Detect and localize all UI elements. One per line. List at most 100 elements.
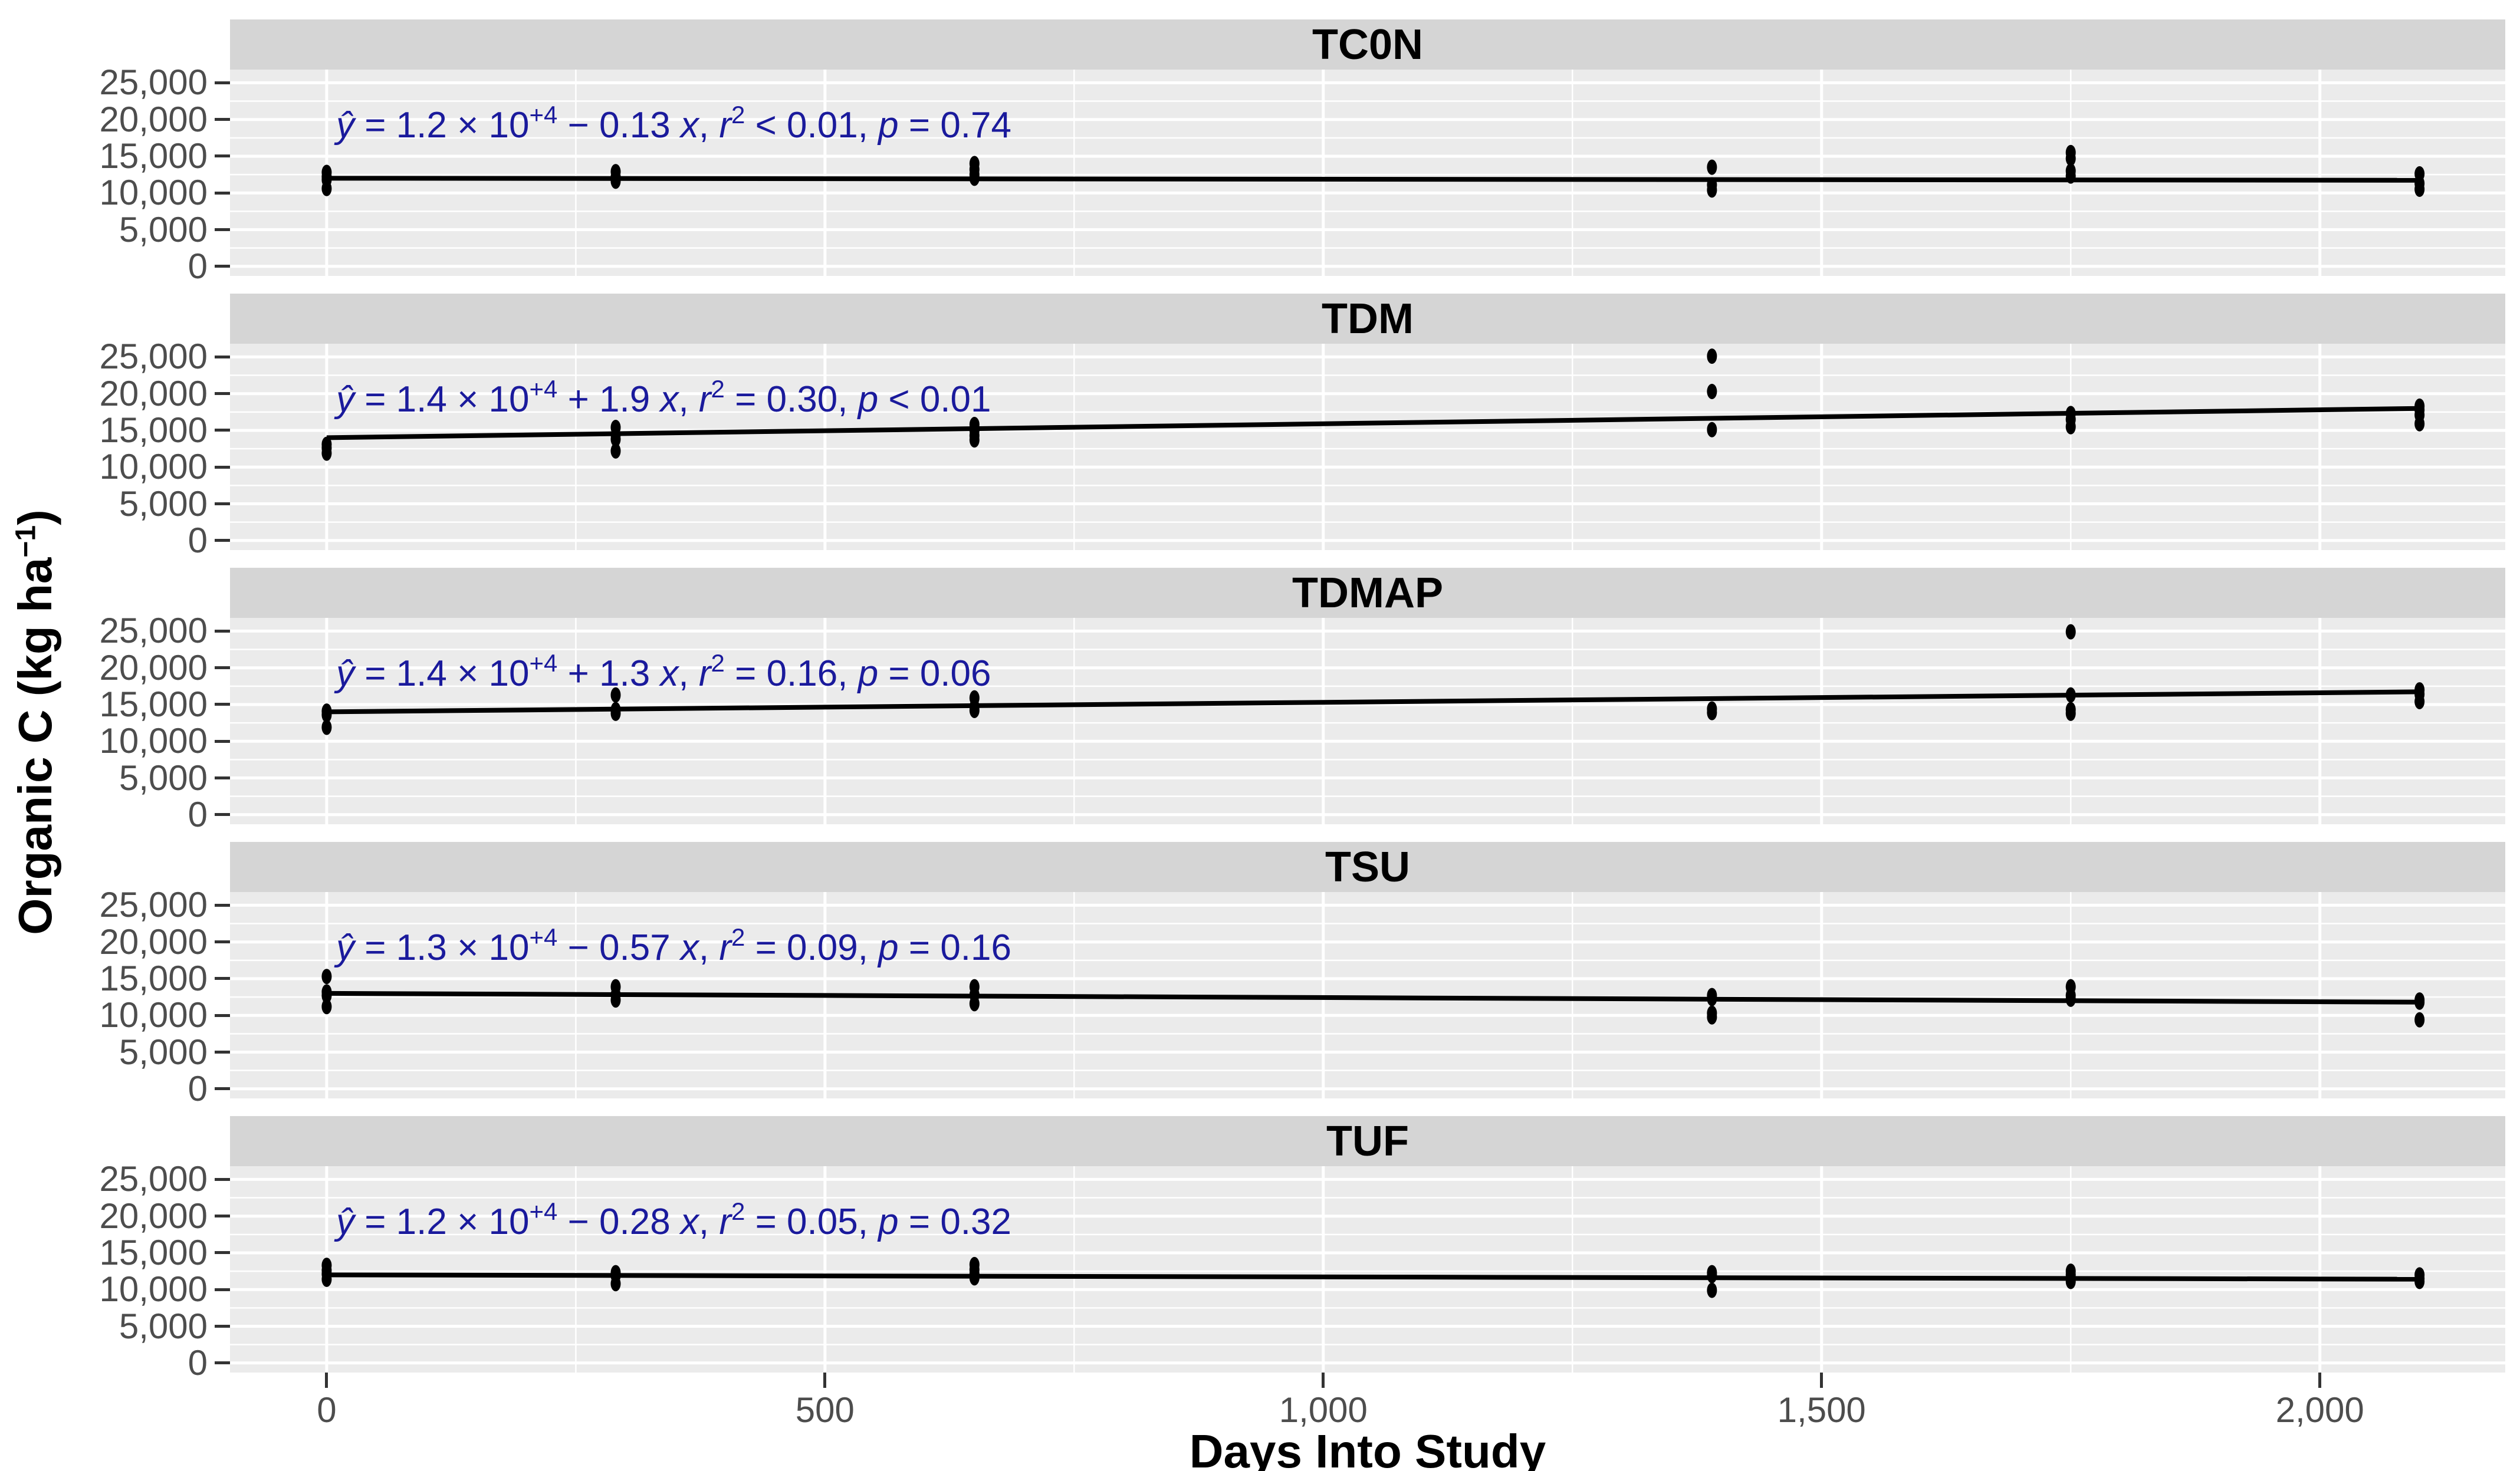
- equation-segment: < 0.01: [878, 379, 991, 420]
- equation-segment: ŷ: [334, 653, 357, 694]
- equation-segment: 2: [731, 101, 745, 129]
- plot-panel: ŷ = 1.4 × 10+4 + 1.3 x, r2 = 0.16, p = 0…: [230, 618, 2505, 824]
- equation-segment: + 1.9: [557, 379, 660, 420]
- facet-strip: TDM: [230, 294, 2505, 344]
- equation-segment: = 0.09,: [745, 927, 878, 968]
- y-tick-label: 15,000: [99, 410, 208, 450]
- equation-segment: p: [877, 927, 898, 968]
- data-point: [2414, 1273, 2425, 1289]
- y-axis-tick: [215, 392, 230, 396]
- y-tick-label: 15,000: [99, 136, 208, 176]
- y-axis-tick: [215, 776, 230, 780]
- data-point: [321, 969, 332, 985]
- equation-segment: = 0.05,: [745, 1202, 878, 1242]
- y-tick-label: 15,000: [99, 684, 208, 724]
- equation-segment: 2: [731, 1197, 745, 1225]
- y-axis-tick: [215, 813, 230, 817]
- data-point: [1707, 383, 1717, 399]
- y-axis-tick: [215, 1361, 230, 1365]
- x-axis-tick: [1820, 1373, 1824, 1388]
- equation-segment: ŷ: [334, 1202, 357, 1242]
- y-axis-tick: [215, 429, 230, 432]
- y-tick-label: 15,000: [99, 958, 208, 998]
- data-point: [1707, 1282, 1717, 1298]
- x-tick-label: 0: [317, 1390, 337, 1430]
- y-axis-tick: [215, 1325, 230, 1328]
- equation-segment: r: [719, 927, 732, 968]
- equation-segment: − 0.57: [557, 927, 681, 968]
- y-axis-tick: [215, 1051, 230, 1054]
- y-tick-label: 5,000: [119, 483, 208, 524]
- plot-panel: ŷ = 1.4 × 10+4 + 1.9 x, r2 = 0.30, p < 0…: [230, 344, 2505, 550]
- data-point: [2065, 624, 2076, 640]
- data-point: [1707, 1009, 1717, 1025]
- data-point: [321, 445, 332, 461]
- data-point: [969, 170, 980, 186]
- equation-label: ŷ = 1.2 × 10+4 − 0.28 x, r2 = 0.05, p = …: [334, 1197, 1011, 1242]
- equation-segment: = 0.30,: [725, 379, 858, 420]
- equation-segment: x: [679, 105, 700, 146]
- y-tick-label: 20,000: [99, 1196, 208, 1236]
- equation-segment: ŷ: [334, 379, 357, 420]
- panel-background: [230, 70, 2505, 276]
- data-point: [1707, 705, 1717, 720]
- data-point: [321, 180, 332, 196]
- facet-strip-title: TC0N: [1312, 21, 1423, 68]
- x-axis-tick: [2318, 1373, 2322, 1388]
- data-point: [2414, 994, 2425, 1010]
- facet-strip: TUF: [230, 1116, 2505, 1166]
- equation-segment: +4: [529, 923, 557, 951]
- equation-segment: = 1.3 × 10: [354, 927, 529, 968]
- equation-segment: = 1.2 × 10: [354, 1202, 529, 1242]
- y-tick-label: 5,000: [119, 209, 208, 249]
- data-point: [2065, 168, 2076, 184]
- x-axis-tick: [1322, 1373, 1325, 1388]
- equation-segment: 2: [711, 649, 725, 677]
- equation-segment: p: [877, 1202, 898, 1242]
- data-point: [1707, 1268, 1717, 1284]
- y-tick-label: 0: [188, 794, 208, 834]
- equation-segment: = 0.16: [899, 927, 1011, 968]
- y-tick-label: 5,000: [119, 1032, 208, 1072]
- y-tick-label: 0: [188, 246, 208, 286]
- y-tick-label: 0: [188, 520, 208, 560]
- data-point: [969, 702, 980, 718]
- y-tick-label: 0: [188, 1342, 208, 1383]
- equation-segment: ,: [678, 653, 698, 694]
- y-axis-tick: [215, 154, 230, 158]
- equation-segment: x: [679, 1202, 700, 1242]
- equation-segment: 2: [731, 923, 745, 951]
- y-tick-label: 25,000: [99, 62, 208, 103]
- equation-segment: x: [658, 653, 679, 694]
- y-axis-tick: [215, 502, 230, 506]
- data-point: [610, 992, 621, 1008]
- x-axis-tick: [325, 1373, 328, 1388]
- y-axis-tick: [215, 355, 230, 358]
- equation-segment: = 0.06: [878, 653, 991, 694]
- facet-strip-title: TDM: [1322, 295, 1414, 343]
- panel-background: [230, 618, 2505, 824]
- equation-segment: = 0.32: [899, 1202, 1011, 1242]
- data-point: [1707, 348, 1717, 364]
- y-tick-label: 25,000: [99, 1159, 208, 1199]
- data-point: [321, 988, 332, 1003]
- y-axis-tick: [215, 465, 230, 469]
- y-tick-label: 10,000: [99, 995, 208, 1035]
- data-point: [321, 707, 332, 723]
- y-tick-label: 20,000: [99, 922, 208, 962]
- data-point: [969, 1270, 980, 1286]
- data-point: [610, 1276, 621, 1292]
- equation-segment: ŷ: [334, 927, 357, 968]
- y-tick-label: 0: [188, 1068, 208, 1108]
- y-axis-tick: [215, 666, 230, 670]
- data-point: [2414, 693, 2425, 709]
- equation-segment: x: [658, 379, 679, 420]
- y-axis-tick: [215, 1251, 230, 1255]
- equation-segment: r: [719, 105, 732, 146]
- equation-segment: ,: [678, 379, 698, 420]
- equation-segment: 2: [711, 375, 725, 403]
- equation-segment: − 0.13: [557, 105, 681, 146]
- equation-segment: r: [699, 379, 712, 420]
- y-axis-tick: [215, 1177, 230, 1181]
